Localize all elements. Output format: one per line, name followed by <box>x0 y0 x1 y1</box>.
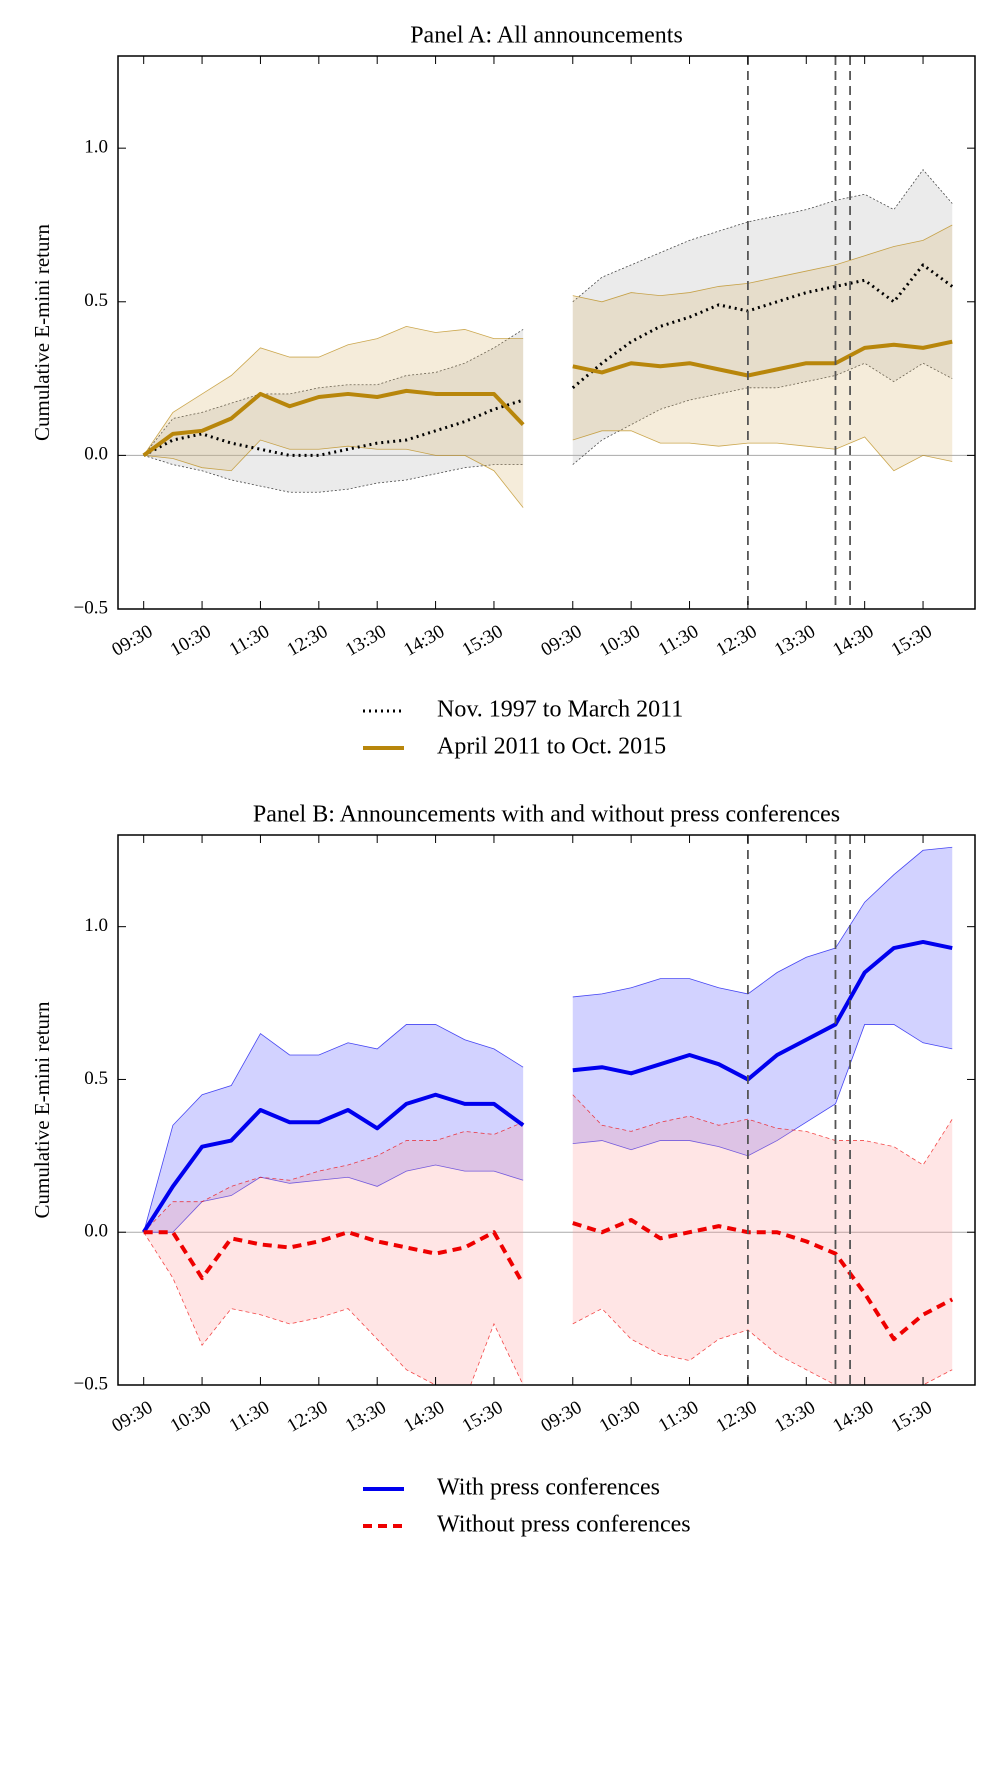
legend-label: Nov. 1997 to March 2011 <box>437 697 683 723</box>
x-tick-label: 14:30 <box>829 621 877 661</box>
series-line <box>142 339 953 457</box>
y-axis-label: Cumulative E-mini return <box>30 1001 54 1218</box>
x-tick-label: 11:30 <box>655 621 702 660</box>
x-tick-label: 12:30 <box>713 621 761 661</box>
y-tick-label: 1.0 <box>84 915 108 936</box>
x-tick-label: 13:30 <box>771 1397 819 1437</box>
y-tick-label: −0.5 <box>74 1373 108 1394</box>
x-tick-label: 13:30 <box>342 621 390 661</box>
y-tick-label: 1.0 <box>84 137 108 158</box>
band-edge <box>143 224 953 456</box>
plot-area <box>118 835 975 1385</box>
x-tick-label: 12:30 <box>713 1397 761 1437</box>
x-tick-label: 09:30 <box>108 1397 156 1437</box>
chart-title: Panel A: All announcements <box>410 23 683 49</box>
x-tick-label: 12:30 <box>284 1397 332 1437</box>
plot-frame <box>117 834 976 1386</box>
chart-title: Panel B: Announcements with and without … <box>253 802 840 828</box>
x-tick-label: 12:30 <box>284 621 332 661</box>
band-edge <box>143 846 953 1233</box>
x-tick-label: 09:30 <box>537 621 585 661</box>
x-tick-label: 13:30 <box>771 621 819 661</box>
band-edge <box>143 1094 953 1233</box>
x-tick-label: 15:30 <box>459 621 507 661</box>
x-tick-label: 11:30 <box>226 1397 273 1436</box>
band-edge <box>143 362 953 493</box>
series-line <box>142 939 953 1234</box>
y-tick-label: 0.0 <box>84 1221 108 1242</box>
y-tick-label: −0.5 <box>74 597 108 618</box>
x-tick-label: 10:30 <box>167 1397 215 1437</box>
x-tick-label: 14:30 <box>829 1397 877 1437</box>
x-tick-label: 11:30 <box>655 1397 702 1436</box>
band-edge <box>143 1232 953 1385</box>
plot-area <box>118 56 975 609</box>
x-tick-label: 10:30 <box>596 621 644 661</box>
band <box>143 169 953 493</box>
legend-label: Without press conferences <box>437 1512 691 1538</box>
y-tick-label: 0.0 <box>84 444 108 465</box>
band <box>143 224 953 508</box>
x-tick-label: 09:30 <box>108 621 156 661</box>
band-edge <box>143 169 953 456</box>
legend-label: April 2011 to Oct. 2015 <box>437 734 666 760</box>
x-tick-label: 15:30 <box>888 621 936 661</box>
x-tick-label: 15:30 <box>888 1397 936 1437</box>
y-axis-label: Cumulative E-mini return <box>30 224 54 441</box>
plot-frame <box>117 55 976 610</box>
series-line <box>143 1218 954 1342</box>
x-tick-label: 14:30 <box>400 1397 448 1437</box>
x-tick-label: 13:30 <box>342 1397 390 1437</box>
x-tick-label: 15:30 <box>459 1397 507 1437</box>
y-tick-label: 0.5 <box>84 290 108 311</box>
band-edge <box>143 1024 953 1233</box>
x-tick-label: 10:30 <box>167 621 215 661</box>
x-tick-label: 11:30 <box>226 621 273 660</box>
x-tick-label: 14:30 <box>400 621 448 661</box>
y-tick-label: 0.5 <box>84 1068 108 1089</box>
x-tick-label: 09:30 <box>537 1397 585 1437</box>
legend-label: With press conferences <box>437 1475 660 1501</box>
band <box>143 1094 953 1385</box>
x-tick-label: 10:30 <box>596 1397 644 1437</box>
band <box>143 847 953 1233</box>
band-edge <box>143 430 953 508</box>
series-line <box>142 263 954 457</box>
